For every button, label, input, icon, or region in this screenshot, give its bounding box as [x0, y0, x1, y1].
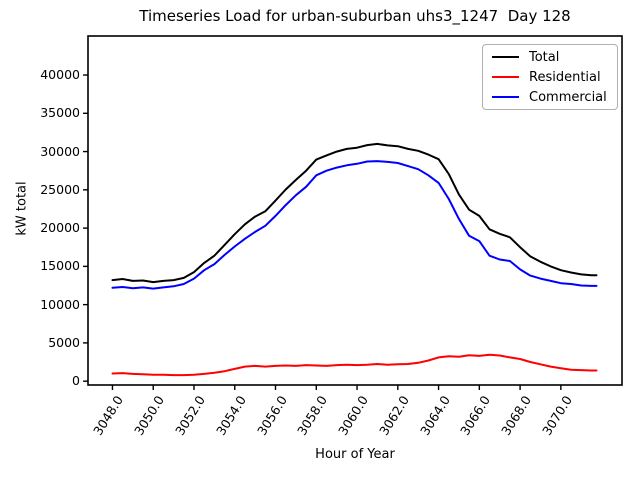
series-line-residential [113, 355, 597, 375]
figure: Timeseries Load for urban-suburban uhs3_… [0, 0, 640, 480]
legend-label-commercial: Commercial [529, 90, 607, 105]
legend-item-total: Total [483, 47, 617, 67]
y-tick-label: 0 [20, 375, 80, 388]
legend-item-commercial: Commercial [483, 87, 617, 107]
chart-title: Timeseries Load for urban-suburban uhs3_… [88, 7, 622, 25]
y-tick-label: 25000 [20, 184, 80, 197]
residential-line-swatch [492, 76, 519, 78]
y-tick-label: 40000 [20, 69, 80, 82]
y-tick-label: 30000 [20, 146, 80, 159]
series-line-commercial [113, 161, 597, 289]
y-tick-label: 35000 [20, 107, 80, 120]
y-tick-label: 20000 [20, 222, 80, 235]
commercial-line-swatch [492, 96, 519, 98]
y-tick-label: 5000 [20, 337, 80, 350]
legend-item-residential: Residential [483, 67, 617, 87]
y-axis-label: kW total [15, 154, 30, 264]
x-axis-label: Hour of Year [255, 447, 455, 462]
legend-label-residential: Residential [529, 70, 601, 85]
y-tick-label: 15000 [20, 260, 80, 273]
total-line-swatch [492, 56, 519, 58]
legend: Total Residential Commercial [482, 44, 618, 110]
legend-label-total: Total [529, 50, 559, 65]
y-tick-label: 10000 [20, 299, 80, 312]
